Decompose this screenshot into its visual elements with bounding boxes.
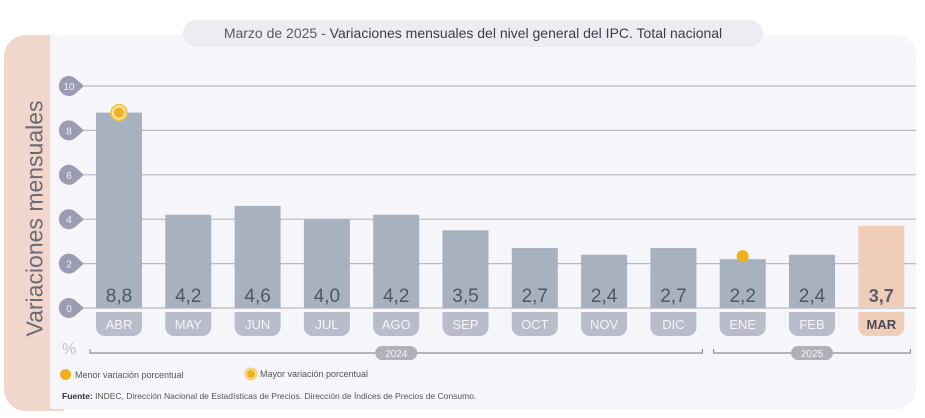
month-pill [789,312,835,336]
year-label: 2024 [385,349,408,360]
bar-nov [581,254,628,308]
y-tick-label: 10 [63,82,75,93]
month-pill [96,312,142,336]
y-tick-label: 4 [66,215,72,226]
min-marker [736,250,749,263]
chart-title: Marzo de 2025 - Variaciones mensuales de… [183,20,763,47]
bar-oct [511,248,558,308]
month-pill [650,312,697,336]
month-label: AGO [382,317,411,332]
title-date: Marzo de 2025 [223,25,318,41]
max-marker [114,107,124,118]
value-label: 4,2 [175,286,201,307]
value-label: 2,4 [591,286,618,307]
month-pill [511,312,558,336]
value-label: 2,7 [522,286,548,307]
month-label: MAR [866,317,896,332]
value-label: 4,2 [383,286,409,307]
month-pill [373,312,420,336]
bar-ene [719,259,766,308]
legend-max: Mayor variación porcentual [246,369,368,379]
month-pill [303,312,350,336]
month-label: JUL [315,317,338,332]
y-tick-bubble [58,120,84,141]
legend-max-label: Mayor variación porcentual [260,369,369,379]
month-pill [858,312,905,336]
month-label: NOV [590,317,619,332]
month-pill [165,312,212,336]
value-label: 4,0 [314,286,340,307]
month-pill [581,312,628,336]
legend-min: Menor variación porcentual [60,369,184,380]
month-label: ENE [729,317,756,332]
y-tick-bubble [58,253,84,274]
month-pill [442,312,489,336]
month-label: ABR [106,317,133,332]
max-marker-icon [246,369,256,379]
month-pill [234,312,281,336]
source-note: Fuente: INDEC, Dirección Nacional de Est… [62,391,476,401]
y-tick-label: 0 [66,304,72,315]
bar-dic [650,248,697,308]
unit-label: % [62,341,76,358]
bar-mar [858,225,905,308]
month-label: DIC [662,317,684,332]
y-tick-bubble [58,164,84,185]
title-main: Variaciones mensuales del nivel general … [329,25,723,41]
y-tick-bubble [58,76,84,97]
min-marker-icon [60,369,71,380]
bar-abr [96,112,142,308]
month-label: OCT [521,317,549,332]
month-label: SEP [452,317,478,332]
bar-may [165,214,212,308]
year-pill [791,346,833,360]
bar-jun [234,205,281,308]
value-label: 3,5 [452,286,478,307]
month-pill [719,312,766,336]
value-label: 2,4 [799,286,826,307]
value-label: 3,7 [869,286,894,306]
bar-jul [303,219,350,308]
legend-min-label: Menor variación porcentual [75,369,184,380]
y-tick-bubble [58,298,84,318]
month-label: FEB [799,317,824,332]
month-label: JUN [245,317,270,332]
value-label: 2,2 [729,286,755,307]
title-separator: - [317,25,330,41]
value-label: 2,7 [660,286,686,307]
y-tick-label: 6 [66,171,72,182]
source-text: INDEC, Dirección Nacional de Estadística… [92,391,477,401]
month-label: MAY [175,317,203,332]
y-tick-label: 2 [66,260,72,271]
bar-ago [373,214,420,308]
source-label: Fuente: [62,391,93,401]
bar-feb [789,254,835,308]
y-tick-label: 8 [66,126,72,137]
value-label: 8,8 [106,286,132,307]
y-tick-bubble [58,209,84,230]
year-label: 2025 [801,349,824,360]
year-pill [375,346,418,360]
bar-sep [442,230,489,308]
value-label: 4,6 [244,286,270,307]
